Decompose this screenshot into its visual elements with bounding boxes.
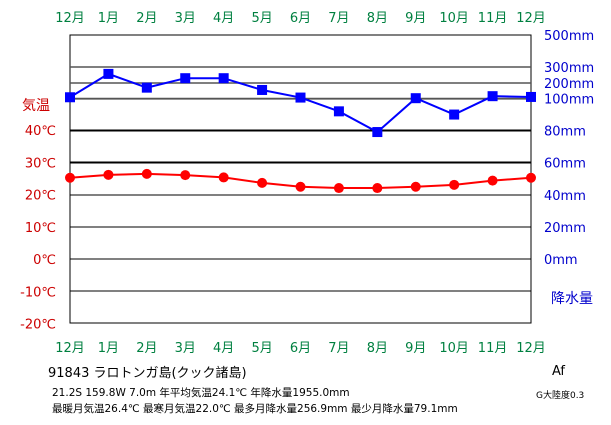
month-label-top: 8月	[367, 11, 388, 26]
temperature-point	[180, 170, 191, 181]
right-axis-tick: 20mm	[544, 221, 586, 236]
left-axis-tick: 10℃	[25, 221, 56, 236]
precipitation-point	[487, 91, 498, 102]
climate-extremes: 最暖月気温26.4℃ 最寒月気温22.0℃ 最多月降水量256.9mm 最少月降…	[52, 403, 458, 415]
precipitation-point	[180, 73, 191, 84]
temperature-point	[333, 183, 344, 194]
left-axis-title: 気温	[22, 98, 50, 114]
month-label-bottom: 5月	[251, 341, 272, 356]
precipitation-point	[410, 93, 421, 104]
temperature-point	[257, 177, 268, 188]
precipitation-point	[103, 68, 114, 79]
station-name: 91843 ラロトンガ島(クック諸島)	[48, 366, 247, 381]
right-axis-tick: 200mm	[544, 77, 594, 92]
month-label-bottom: 7月	[328, 341, 349, 356]
precipitation-point	[257, 84, 268, 95]
month-label-top: 9月	[405, 11, 426, 26]
koppen-classification: Af	[552, 364, 566, 379]
continentality-index: G大陸度0.3	[536, 391, 585, 401]
month-label-top: 4月	[213, 11, 234, 26]
right-axis-tick: 300mm	[544, 61, 594, 76]
month-label-bottom: 4月	[213, 341, 234, 356]
month-label-top: 2月	[136, 11, 157, 26]
month-label-bottom: 2月	[136, 341, 157, 356]
month-label-top: 7月	[328, 11, 349, 26]
month-label-top: 11月	[478, 11, 508, 26]
temperature-point	[65, 172, 75, 183]
month-label-bottom: 6月	[290, 341, 311, 356]
month-label-bottom: 9月	[405, 341, 426, 356]
left-axis-tick: 40℃	[25, 124, 56, 139]
month-label-top: 5月	[251, 11, 272, 26]
temperature-point	[526, 172, 536, 183]
temperature-point	[218, 172, 229, 183]
month-label-top: 12月	[55, 11, 85, 26]
right-axis-tick: 40mm	[544, 189, 586, 204]
precipitation-point	[333, 106, 344, 117]
right-axis-tick: 0mm	[544, 253, 578, 268]
month-label-bottom: 12月	[516, 341, 546, 356]
precipitation-point	[526, 91, 536, 102]
station-coordinates: 21.2S 159.8W 7.0m 年平均気温24.1℃ 年降水量1955.0m…	[52, 387, 350, 399]
temperature-point	[487, 175, 498, 186]
left-axis-tick: 20℃	[25, 189, 56, 204]
month-label-bottom: 1月	[98, 341, 119, 356]
temperature-point	[410, 181, 421, 192]
precipitation-point	[449, 109, 460, 120]
month-label-top: 10月	[439, 11, 469, 26]
month-label-bottom: 12月	[55, 341, 85, 356]
temperature-point	[372, 183, 383, 194]
month-label-top: 12月	[516, 11, 546, 26]
left-axis-tick: 0℃	[33, 253, 56, 268]
right-axis-title: 降水量	[551, 291, 593, 307]
left-axis-tick: -20℃	[20, 318, 56, 333]
month-label-bottom: 8月	[367, 341, 388, 356]
month-label-bottom: 3月	[175, 341, 196, 356]
plot-frame	[69, 34, 532, 324]
temperature-point	[141, 168, 152, 179]
precipitation-point	[372, 127, 383, 138]
month-label-bottom: 11月	[478, 341, 508, 356]
left-axis-tick: -10℃	[20, 285, 56, 300]
precipitation-point	[218, 73, 229, 84]
temperature-point	[295, 181, 306, 192]
month-label-top: 6月	[290, 11, 311, 26]
temperature-point	[449, 179, 460, 190]
right-axis-tick: 500mm	[544, 29, 594, 44]
right-axis-tick: 100mm	[544, 93, 594, 108]
right-axis-tick: 80mm	[544, 125, 586, 140]
month-label-bottom: 10月	[439, 341, 469, 356]
temperature-point	[103, 169, 114, 180]
month-label-top: 1月	[98, 11, 119, 26]
precipitation-point	[295, 92, 306, 103]
left-axis-tick: 30℃	[25, 156, 56, 171]
right-axis-tick: 60mm	[544, 157, 586, 172]
precipitation-point	[141, 82, 152, 93]
precipitation-point	[65, 92, 75, 103]
month-label-top: 3月	[175, 11, 196, 26]
